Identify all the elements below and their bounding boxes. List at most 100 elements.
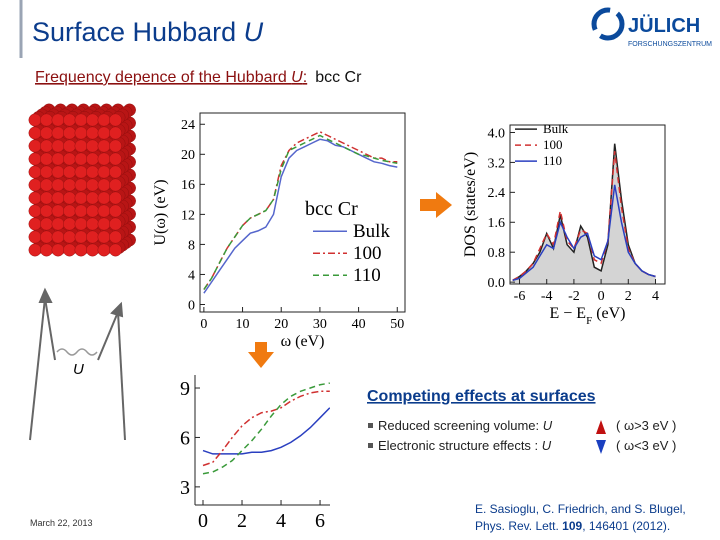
atom — [28, 204, 42, 218]
atom — [74, 230, 88, 244]
x-tick-label: 50 — [390, 317, 404, 332]
atom — [74, 243, 88, 257]
y-tick-label: 4 — [188, 268, 195, 283]
atom — [97, 191, 111, 205]
down-arrow-small — [596, 440, 606, 454]
atom — [97, 152, 111, 166]
y-tick-label: 3.2 — [488, 156, 506, 171]
atom — [74, 152, 88, 166]
citation-journal: Phys. Rev. Lett. — [475, 519, 562, 533]
atom — [51, 204, 65, 218]
atom — [40, 178, 53, 192]
atom — [40, 243, 53, 257]
area — [512, 143, 656, 284]
atom — [97, 126, 111, 140]
line — [512, 151, 656, 281]
atom — [86, 191, 99, 205]
subtitle-italic: U — [291, 69, 303, 86]
x-tick-label: -6 — [514, 289, 526, 304]
x-tick-label: -2 — [568, 289, 580, 304]
atom — [63, 230, 76, 244]
arrow-head — [436, 192, 452, 218]
citation-line: E. Sasioglu, C. Friedrich, and S. Blugel… — [475, 502, 686, 516]
x-axis-label-part: E − E — [549, 305, 586, 322]
arrow-head — [248, 352, 274, 368]
logo: JÜLICH FORSCHUNGSZENTRUM — [591, 7, 712, 48]
atom — [63, 165, 76, 179]
effects-list: Reduced screening volume: U ( ω>3 eV ) E… — [368, 418, 676, 454]
atom — [86, 126, 99, 140]
atom — [97, 204, 111, 218]
citation-ref: Phys. Rev. Lett. 109, 146401 (2012). — [475, 519, 670, 533]
atom — [51, 113, 65, 127]
atom — [109, 165, 122, 179]
interaction-wave — [56, 348, 98, 356]
x-axis-label: ω (eV) — [281, 333, 325, 350]
atom — [109, 113, 122, 127]
y-tick-label: 4.0 — [488, 126, 506, 141]
effect-range: ( ω<3 eV ) — [616, 438, 676, 453]
y-tick-label: 24 — [181, 118, 195, 133]
subtitle-rest: bcc Cr — [315, 69, 362, 86]
title: Surface Hubbard U — [32, 17, 264, 47]
logo-subtext: FORSCHUNGSZENTRUM — [628, 41, 712, 48]
plot-frame — [199, 112, 406, 313]
atom — [28, 126, 42, 140]
lattice-label: U — [73, 361, 84, 378]
atom — [86, 230, 99, 244]
atom — [51, 191, 65, 205]
x-tick-label: 20 — [274, 317, 288, 332]
atom — [40, 204, 53, 218]
atom — [86, 217, 99, 231]
atom — [51, 243, 65, 257]
y-tick-label: 0 — [188, 298, 195, 313]
atom — [28, 152, 42, 166]
atom — [97, 165, 111, 179]
x-tick-label: 2 — [625, 289, 632, 304]
lattice-arrows — [29, 287, 126, 441]
atom — [74, 126, 88, 140]
atom — [40, 152, 53, 166]
bullet — [368, 443, 373, 448]
up-arrow — [596, 420, 606, 434]
atom — [63, 126, 76, 140]
effect-range: ( ω>3 eV ) — [616, 418, 676, 433]
atom — [109, 139, 122, 153]
effects-heading: Competing effects at surfaces — [367, 388, 596, 405]
y-tick-label: 9 — [180, 378, 190, 400]
atom — [74, 204, 88, 218]
atom — [86, 152, 99, 166]
atom — [86, 113, 99, 127]
legend-title: bcc Cr — [305, 198, 358, 220]
atom — [51, 178, 65, 192]
atom — [63, 243, 76, 257]
plot-frame — [509, 124, 666, 285]
legend-label: 110 — [543, 153, 562, 168]
effect-symbol: U — [542, 438, 552, 453]
chart: 0 2 4 6 3 6 9 — [180, 375, 330, 532]
effect-item: Electronic structure effects : U — [378, 438, 552, 453]
arrow-body — [420, 199, 438, 211]
line — [202, 407, 330, 455]
atom — [28, 191, 42, 205]
x-tick-label: 0 — [598, 289, 605, 304]
date: March 22, 2013 — [30, 518, 93, 528]
line — [203, 134, 398, 290]
lattice — [28, 103, 136, 257]
arrow-line — [44, 297, 56, 361]
atom — [97, 113, 111, 127]
atom — [51, 230, 65, 244]
atom — [74, 178, 88, 192]
atom — [40, 217, 53, 231]
legend-label: Bulk — [543, 121, 569, 136]
atom — [97, 139, 111, 153]
legend-background — [300, 193, 400, 303]
legend-label: Bulk — [353, 221, 390, 242]
atom — [86, 165, 99, 179]
atom — [74, 191, 88, 205]
line — [512, 184, 656, 282]
chart: 0 10 20 30 40 50 0 4 8 12 16 20 24 ω (eV) U(ω) (eV) bcc… — [152, 112, 406, 350]
atom — [28, 165, 42, 179]
logo-mark — [591, 7, 625, 41]
atom — [63, 152, 76, 166]
